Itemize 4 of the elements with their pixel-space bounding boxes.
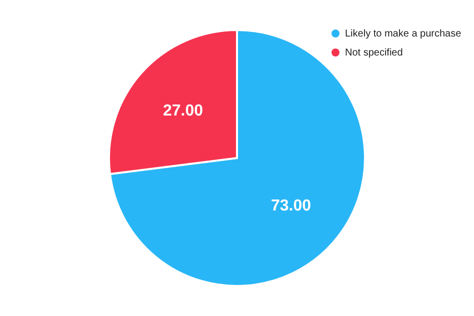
data-label: 73.00 [270, 198, 312, 215]
legend-label: Likely to make a purchase [345, 28, 462, 40]
legend-label: Not specified [345, 48, 403, 58]
data-label: 27.00 [162, 102, 204, 120]
